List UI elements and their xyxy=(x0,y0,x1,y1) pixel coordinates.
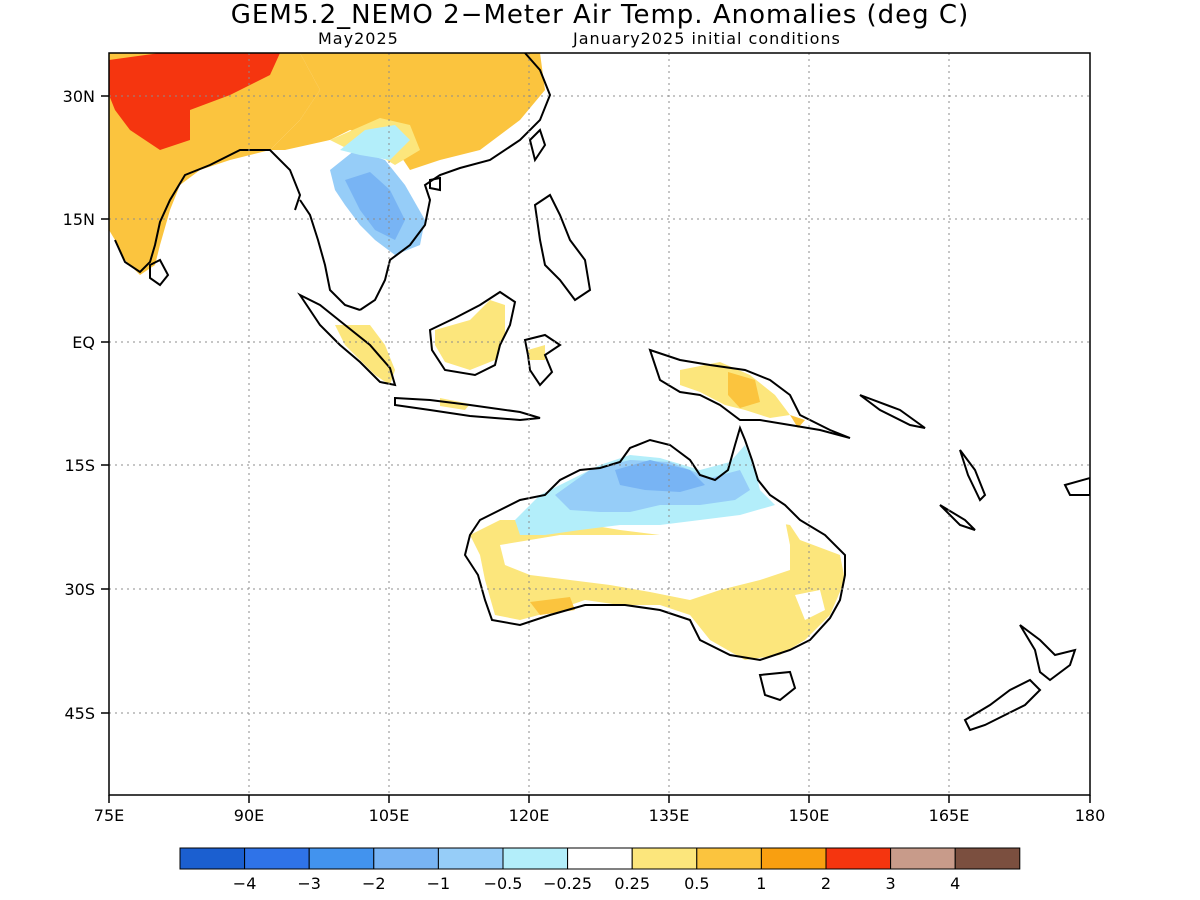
region-sumatra xyxy=(335,325,395,385)
coast-philippines xyxy=(533,193,592,302)
coast-taiwan xyxy=(528,128,547,163)
region-indochina-core xyxy=(345,172,405,240)
colorbar-label: 0.5 xyxy=(684,874,709,893)
coast-java xyxy=(394,396,541,422)
forecast-month: May2025 xyxy=(318,29,399,48)
map-frame xyxy=(108,52,1091,796)
region-white-band xyxy=(285,140,350,175)
coast-sri-lanka xyxy=(149,258,170,287)
colorbar-label: −1 xyxy=(427,874,451,893)
axis-ticks xyxy=(101,95,1091,803)
coast-indochina xyxy=(299,199,361,311)
region-sulawesi xyxy=(528,345,545,360)
y-tick-label: 15S xyxy=(64,456,95,475)
colorbar-label: −2 xyxy=(362,874,386,893)
x-axis-labels: 75E 90E 105E 120E 135E 150E 165E 180 xyxy=(94,806,1106,825)
gridlines xyxy=(109,53,1090,795)
colorbar-label: 2 xyxy=(821,874,831,893)
y-tick-label: EQ xyxy=(72,333,95,352)
colorbar-label: −4 xyxy=(233,874,257,893)
y-axis-labels: 30N 15N EQ 15S 30S 45S xyxy=(63,87,95,723)
colorbar-swatch xyxy=(308,847,375,870)
map-title: GEM5.2_NEMO 2−Meter Air Temp. Anomalies … xyxy=(230,0,970,30)
colorbar-label: 4 xyxy=(950,874,960,893)
colorbar-swatch xyxy=(244,847,310,870)
anomaly-field xyxy=(109,53,845,660)
y-tick-label: 30S xyxy=(64,580,95,599)
x-tick-label: 90E xyxy=(234,806,264,825)
y-tick-label: 15N xyxy=(63,210,95,229)
region-new-guinea-warm xyxy=(728,372,760,408)
colorbar-swatch xyxy=(502,847,569,870)
colorbar-swatch xyxy=(437,847,504,870)
region-china xyxy=(270,53,545,170)
coast-australia xyxy=(463,425,846,662)
colorbar-swatch xyxy=(373,847,439,870)
coastlines xyxy=(114,53,1090,732)
colorbar-swatch xyxy=(631,847,698,870)
coast-sumatra xyxy=(297,292,397,387)
coast-tasmania xyxy=(758,670,797,702)
coast-solomons xyxy=(859,394,926,429)
colorbar-label: 0.25 xyxy=(614,874,650,893)
colorbar-swatch xyxy=(696,847,762,870)
region-australia-central xyxy=(500,515,790,600)
x-tick-label: 105E xyxy=(369,806,410,825)
coast-new-guinea xyxy=(648,348,851,439)
coast-hainan xyxy=(429,176,441,192)
colorbar-label: −0.5 xyxy=(484,874,523,893)
colorbar-label: 3 xyxy=(886,874,896,893)
region-png-east xyxy=(790,415,805,428)
x-tick-label: 135E xyxy=(649,806,690,825)
coast-nz-south xyxy=(963,678,1042,732)
x-tick-label: 120E xyxy=(509,806,550,825)
colorbar: −4 −3 −2 −1 −0.5 −0.25 0.25 0.5 1 2 3 4 xyxy=(179,847,1021,893)
coast-borneo xyxy=(428,290,517,377)
x-tick-label: 180 xyxy=(1075,806,1106,825)
x-tick-label: 165E xyxy=(929,806,970,825)
colorbar-swatch xyxy=(760,847,827,870)
colorbar-swatch xyxy=(567,847,633,870)
colorbar-label: −3 xyxy=(297,874,321,893)
initial-conditions: January2025 initial conditions xyxy=(573,29,841,48)
region-australia-north-deep xyxy=(615,460,705,492)
x-tick-label: 150E xyxy=(789,806,830,825)
colorbar-swatch xyxy=(179,847,246,870)
coast-india xyxy=(114,149,302,274)
region-north-india-hot xyxy=(109,53,280,150)
colorbar-swatch xyxy=(954,847,1021,870)
colorbar-label: 1 xyxy=(756,874,766,893)
region-australia-east-white xyxy=(795,590,825,620)
y-tick-label: 45S xyxy=(64,704,95,723)
region-indochina-fringe xyxy=(340,125,410,160)
region-borneo xyxy=(435,300,505,370)
coast-nz-north xyxy=(1019,624,1077,682)
colorbar-label: −0.25 xyxy=(543,874,592,893)
y-tick-label: 30N xyxy=(63,87,95,106)
colorbar-swatch xyxy=(890,847,956,870)
coast-vanuatu xyxy=(959,449,987,502)
coast-fiji xyxy=(1063,476,1090,496)
colorbar-swatch xyxy=(825,847,892,870)
coast-new-caledonia xyxy=(939,504,976,531)
x-tick-label: 75E xyxy=(94,806,124,825)
